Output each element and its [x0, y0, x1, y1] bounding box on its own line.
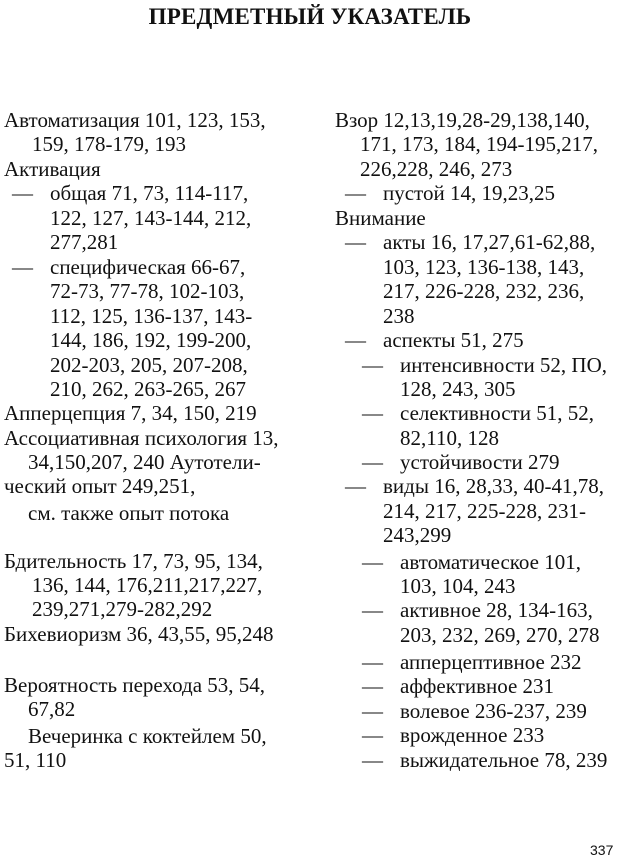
index-entry-line: 226,228, 246, 273: [360, 157, 513, 181]
index-entry-line: 239,271,279-282,292: [32, 597, 213, 621]
index-subentry: специфическая 66-67,: [50, 255, 246, 279]
index-subentry: виды 16, 28,33, 40-41,78,: [383, 474, 604, 498]
index-subentry: интенсивности 52, ПО,: [400, 353, 608, 377]
subentry-dash: —: [362, 748, 383, 772]
subentry-dash: —: [362, 401, 383, 425]
index-entry-line: 136, 144, 176,211,217,227,: [32, 573, 263, 597]
index-entry-line: Внимание: [335, 206, 426, 230]
index-entry-line: 217, 226-228, 232, 236,: [383, 279, 585, 303]
subentry-dash: —: [362, 353, 383, 377]
index-entry-line: 112, 125, 136-137, 143-: [50, 304, 253, 328]
index-subentry: селективности 51, 52,: [400, 401, 594, 425]
index-subentry: аффективное 231: [400, 674, 555, 698]
index-subentry: акты 16, 17,27,61-62,88,: [383, 230, 596, 254]
subentry-dash: —: [362, 598, 383, 622]
index-entry-line: 159, 178-179, 193: [32, 132, 186, 156]
index-subentry: общая 71, 73, 114-117,: [50, 181, 249, 205]
subentry-dash: —: [362, 699, 383, 723]
page-title: ПРЕДМЕТНЫЙ УКАЗАТЕЛЬ: [148, 4, 472, 29]
index-subentry: волевое 236-237, 239: [400, 699, 587, 723]
index-entry-line: 144, 186, 192, 199-200,: [50, 328, 252, 352]
index-entry-line: 202-203, 205, 207-208,: [50, 353, 248, 377]
index-entry-line: 51, 110: [4, 748, 67, 772]
subentry-dash: —: [345, 328, 366, 352]
index-entry-line: 210, 262, 263-265, 267: [50, 377, 246, 401]
index-subentry: активное 28, 134-163,: [400, 598, 593, 622]
index-entry-line: Апперцепция 7, 34, 150, 219: [4, 401, 257, 425]
page-number: 337: [590, 842, 614, 858]
index-subentry: устойчивости 279: [400, 450, 560, 474]
index-entry-line: Бдительность 17, 73, 95, 134,: [4, 549, 263, 573]
index-entry-line: ческий опыт 249,251,: [4, 474, 196, 498]
index-subentry: пустой 14, 19,23,25: [383, 181, 555, 205]
index-entry-line: Взор 12,13,19,28-29,138,140,: [335, 108, 590, 132]
index-entry-line: Бихевиоризм 36, 43,55, 95,248: [4, 622, 274, 646]
index-subentry: апперцептивное 232: [400, 650, 582, 674]
index-entry-line: Ассоциативная психология 13,: [4, 426, 279, 450]
index-entry-line: Автоматизация 101, 123, 153,: [4, 108, 266, 132]
index-subentry: выжидательное 78, 239: [400, 748, 608, 772]
index-entry-line: 243,299: [383, 523, 452, 547]
subentry-dash: —: [362, 723, 383, 747]
index-entry-line: см. также опыт потока: [28, 501, 230, 525]
subentry-dash: —: [345, 474, 366, 498]
subentry-dash: —: [362, 650, 383, 674]
index-entry-line: Вероятность перехода 53, 54,: [4, 673, 266, 697]
subentry-dash: —: [362, 450, 383, 474]
subentry-dash: —: [12, 255, 33, 279]
index-entry-line: 203, 232, 269, 270, 278: [400, 623, 600, 647]
index-entry-line: 171, 173, 184, 194-195,217,: [360, 132, 598, 156]
index-entry-line: 34,150,207, 240 Аутотели-: [28, 450, 261, 474]
index-entry-line: 103, 104, 243: [400, 574, 516, 598]
index-subentry: аспекты 51, 275: [383, 328, 524, 352]
subentry-dash: —: [362, 550, 383, 574]
index-entry-line: 103, 123, 136-138, 143,: [383, 255, 585, 279]
index-entry-line: Активация: [4, 157, 101, 181]
subentry-dash: —: [362, 674, 383, 698]
index-entry-line: 238: [383, 304, 415, 328]
index-entry-line: 67,82: [28, 697, 76, 721]
index-entry-line: 128, 243, 305: [400, 377, 516, 401]
index-entry-line: 82,110, 128: [400, 426, 499, 450]
index-entry-line: 72-73, 77-78, 102-103,: [50, 279, 245, 303]
index-entry-line: 122, 127, 143-144, 212,: [50, 206, 252, 230]
subentry-dash: —: [345, 230, 366, 254]
subentry-dash: —: [12, 181, 33, 205]
index-entry-line: Вечеринка с коктейлем 50,: [28, 724, 267, 748]
index-entry-line: 214, 217, 225-228, 231-: [383, 499, 586, 523]
subentry-dash: —: [345, 181, 366, 205]
index-subentry: автоматическое 101,: [400, 550, 581, 574]
index-subentry: врожденное 233: [400, 723, 545, 747]
index-entry-line: 277,281: [50, 230, 119, 254]
